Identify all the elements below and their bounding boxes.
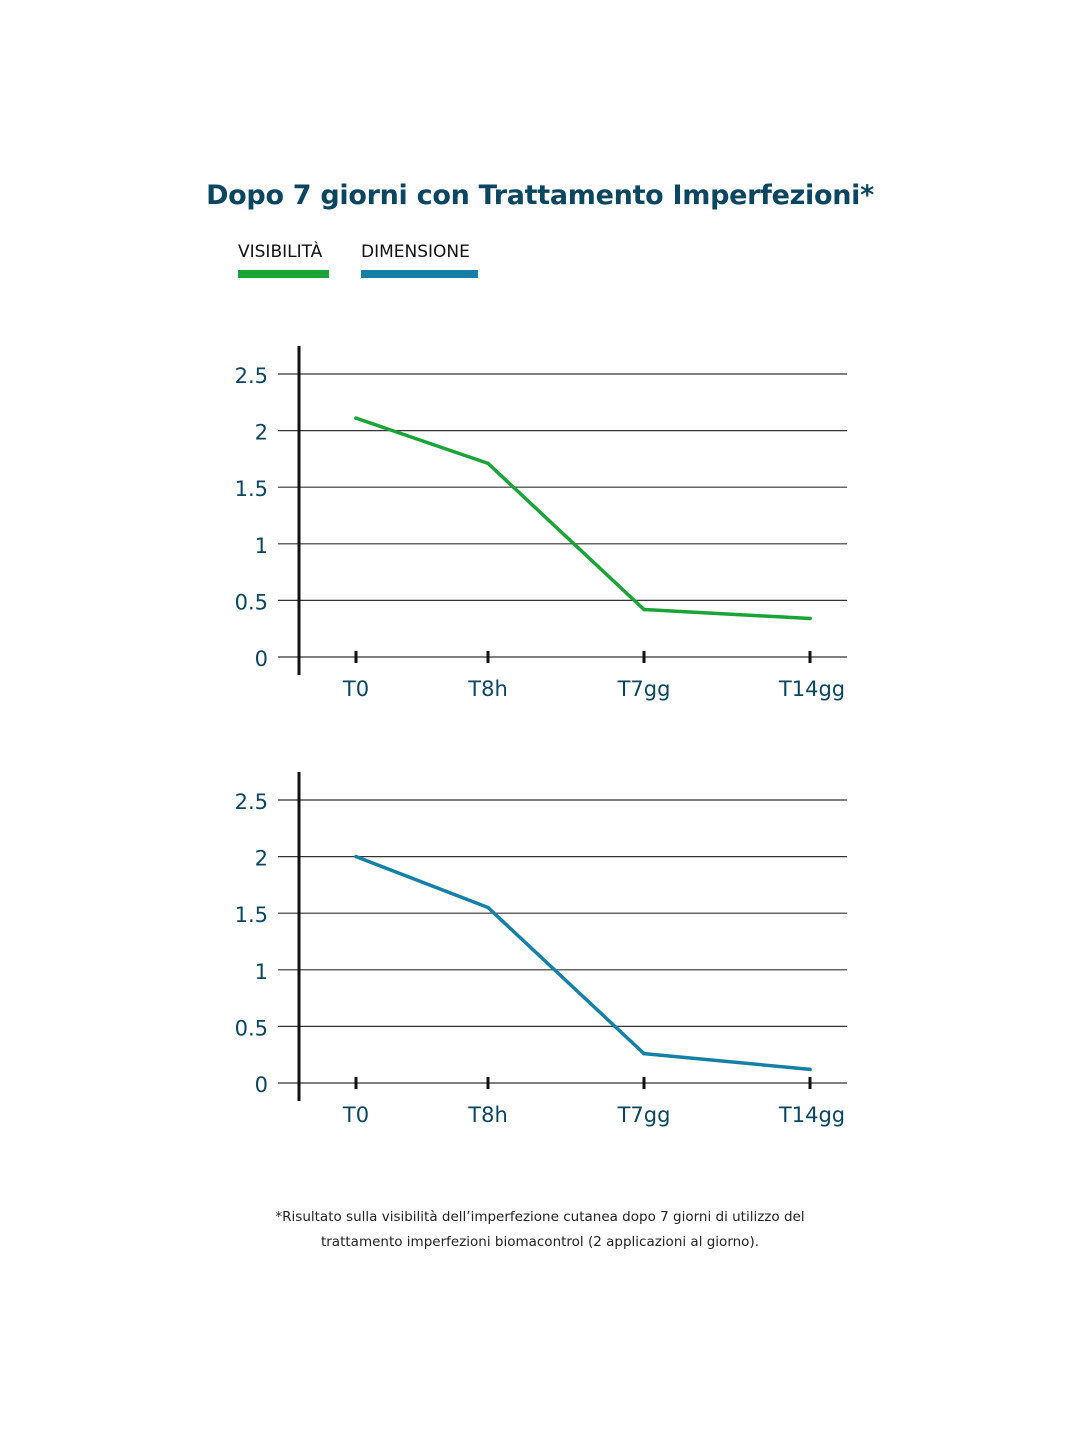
dimension-data-point	[808, 1067, 812, 1072]
dimension-x-tick-label: T7gg	[617, 1103, 671, 1127]
dimension-x-tick-label: T8h	[467, 1103, 508, 1127]
visibility-x-tick-label: T0	[342, 677, 369, 701]
dimension-x-tick-label: T0	[342, 1103, 369, 1127]
footnote-line-2: trattamento imperfezioni biomacontrol (2…	[320, 1234, 760, 1250]
legend-label-visibility: VISIBILITÀ	[238, 242, 323, 262]
visibility-data-point	[808, 616, 812, 621]
dimension-series-line	[354, 854, 812, 1072]
visibility-x-tick-label: T14gg	[778, 677, 845, 701]
visibility-y-tick-label: 1.5	[235, 477, 268, 501]
dimension-line-chart: 0 0.5 1 1.5 2 2.5 T0 T8h T7gg T14gg	[235, 772, 847, 1127]
dimension-y-tick-label: 0.5	[235, 1016, 268, 1040]
dimension-y-tick-label: 2.5	[235, 790, 268, 814]
visibility-data-point	[354, 416, 358, 420]
dimension-y-tick-label: 0	[255, 1073, 268, 1097]
visibility-y-tick-label: 0	[255, 647, 268, 671]
legend-swatch-visibility	[238, 270, 329, 278]
dimension-y-tick-label: 1.5	[235, 903, 268, 927]
legend-item-dimension: DIMENSIONE	[361, 240, 478, 278]
visibility-data-point	[486, 461, 490, 466]
legend-swatch-dimension	[361, 270, 478, 278]
dimension-data-point	[486, 905, 490, 910]
visibility-x-tick-label: T7gg	[617, 677, 671, 701]
legend-item-visibility: VISIBILITÀ	[238, 240, 329, 278]
visibility-x-tick-label: T8h	[467, 677, 508, 701]
visibility-series-line	[354, 416, 812, 621]
dimension-data-point	[354, 854, 358, 859]
visibility-y-tick-label: 2.5	[235, 364, 268, 388]
footnote: *Risultato sulla visibilità dell’imperfe…	[0, 1205, 1080, 1255]
visibility-data-point	[642, 607, 646, 612]
dimension-data-point	[642, 1051, 646, 1056]
legend-label-dimension: DIMENSIONE	[361, 242, 470, 262]
footnote-line-1: *Risultato sulla visibilità dell’imperfe…	[275, 1209, 805, 1225]
visibility-y-tick-label: 1	[255, 534, 268, 558]
visibility-line-chart: 0 0.5 1 1.5 2 2.5 T0 T8h T7gg T14gg	[235, 346, 847, 701]
visibility-y-tick-label: 0.5	[235, 590, 268, 614]
dimension-x-tick-label: T14gg	[778, 1103, 845, 1127]
visibility-y-tick-label: 2	[255, 421, 268, 445]
dimension-y-tick-label: 1	[255, 960, 268, 984]
chart-title: Dopo 7 giorni con Trattamento Imperfezio…	[206, 180, 874, 211]
dimension-y-tick-label: 2	[255, 847, 268, 871]
